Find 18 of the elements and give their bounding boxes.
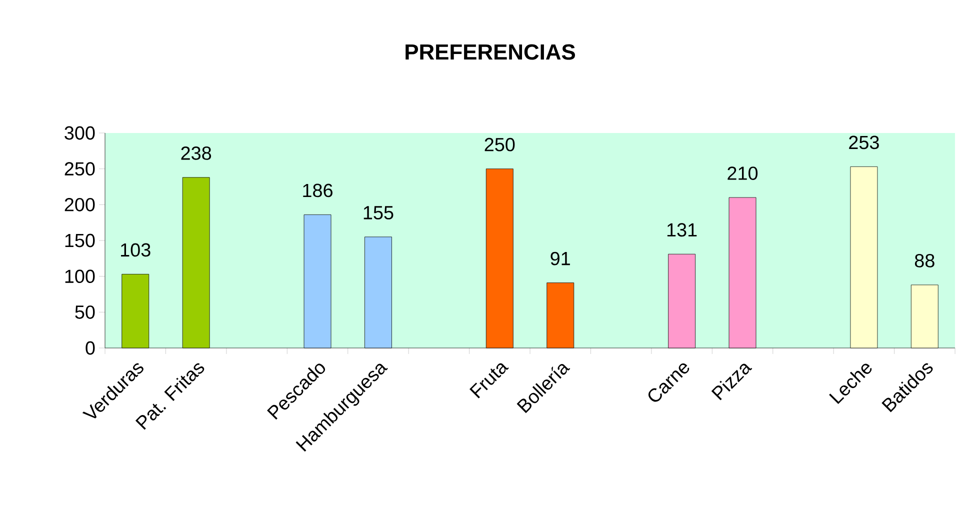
y-tick-label: 100 (65, 270, 95, 284)
y-tick-label: 300 (64, 126, 95, 140)
chart-title: PREFERENCIAS (406, 44, 575, 60)
data-label: 155 (364, 206, 394, 220)
data-label: 91 (550, 252, 570, 266)
data-label: 210 (728, 166, 758, 180)
data-label: 238 (181, 146, 212, 160)
data-label: 103 (121, 243, 150, 257)
y-tick-label: 50 (75, 305, 95, 319)
y-tick-label: 0 (86, 341, 95, 355)
y-tick-label: 200 (64, 198, 95, 212)
data-label: 131 (667, 223, 697, 237)
data-label: 253 (849, 136, 879, 150)
y-tick-label: 150 (65, 234, 95, 248)
y-tick-label: 250 (64, 162, 95, 176)
data-label: 250 (484, 138, 515, 152)
data-label: 186 (303, 184, 332, 198)
data-label: 88 (914, 254, 934, 268)
